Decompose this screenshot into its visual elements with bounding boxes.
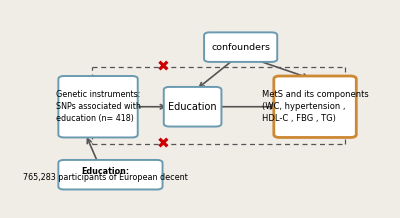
FancyBboxPatch shape (58, 160, 162, 189)
Text: ✖: ✖ (156, 136, 169, 151)
FancyBboxPatch shape (58, 76, 138, 138)
Text: 765,283 participants of European decent: 765,283 participants of European decent (24, 173, 188, 182)
Text: ✖: ✖ (156, 60, 169, 75)
Text: MetS and its components
(WC, hypertension ,
HDL-C , FBG , TG): MetS and its components (WC, hypertensio… (262, 90, 368, 123)
Text: Genetic instruments:
SNPs associated with
education (n= 418): Genetic instruments: SNPs associated wit… (56, 90, 140, 123)
FancyBboxPatch shape (204, 32, 277, 62)
Text: confounders: confounders (211, 43, 270, 52)
Text: Education: Education (168, 102, 217, 112)
FancyBboxPatch shape (274, 76, 356, 138)
FancyBboxPatch shape (164, 87, 222, 126)
Text: Education:: Education: (82, 167, 130, 176)
